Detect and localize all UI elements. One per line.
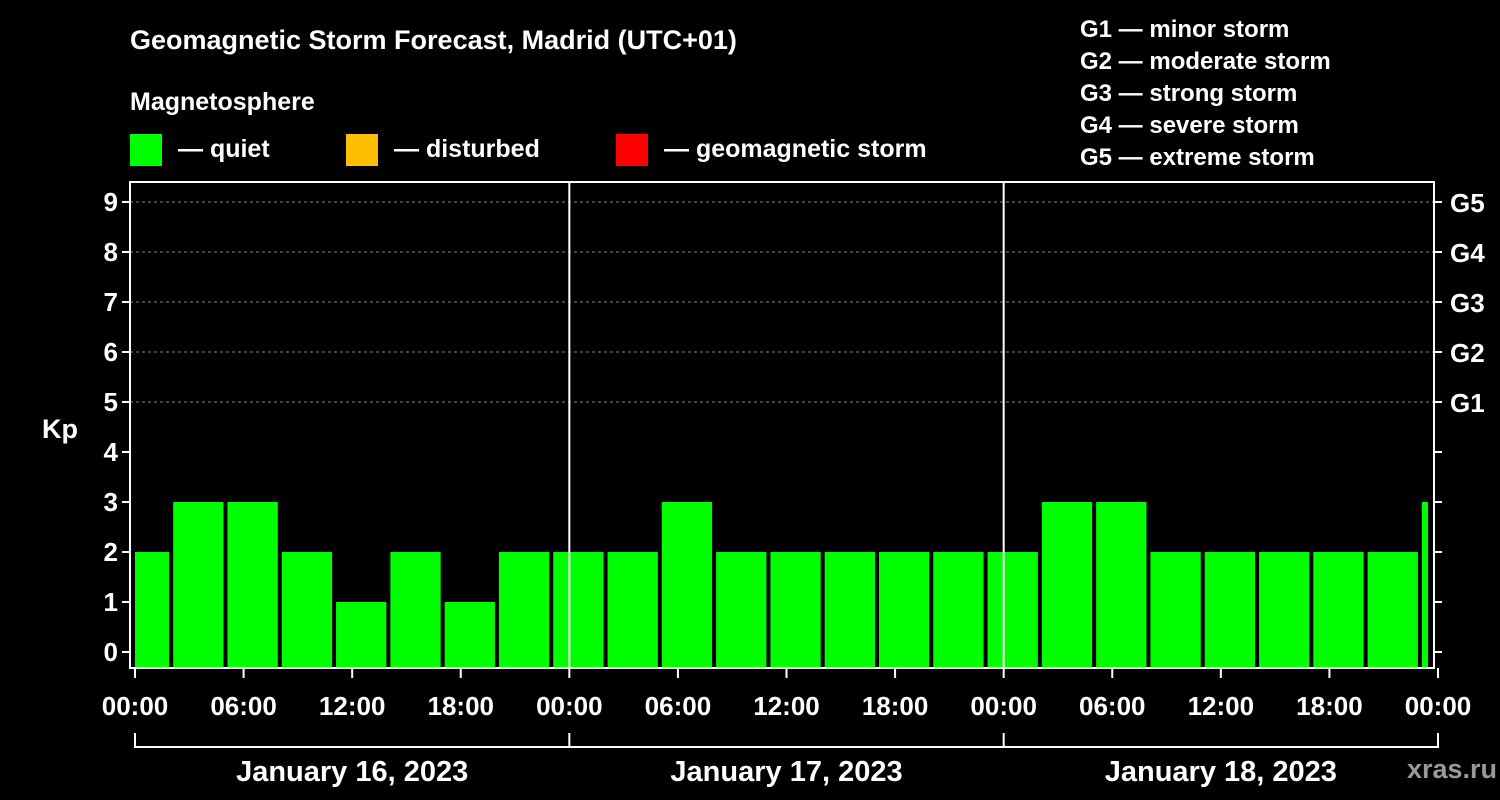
storm-scale-g5: G5 — extreme storm — [1080, 144, 1315, 171]
kp-bar — [716, 552, 767, 668]
x-tick-label: 12:00 — [753, 691, 820, 721]
y-tick-label: 1 — [104, 587, 118, 617]
kp-bar — [1421, 502, 1428, 668]
storm-scale-legend: G1 — minor storm G2 — moderate storm G3 … — [1080, 16, 1331, 171]
bars-layer — [135, 502, 1428, 668]
y-tick-label: 6 — [104, 337, 118, 367]
g-scale-label: G1 — [1450, 388, 1485, 418]
kp-bar — [336, 602, 387, 668]
storm-scale-g2: G2 — moderate storm — [1080, 48, 1331, 75]
legend-label-storm: — geomagnetic storm — [664, 135, 927, 163]
g-scale-label: G5 — [1450, 188, 1485, 218]
x-tick-label: 00:00 — [102, 691, 169, 721]
x-tick-label: 12:00 — [1188, 691, 1255, 721]
y-tick-label: 9 — [104, 187, 118, 217]
x-tick-label: 12:00 — [319, 691, 386, 721]
kp-bar — [444, 602, 495, 668]
g-scale-label: G3 — [1450, 288, 1485, 318]
kp-bar — [607, 552, 658, 668]
kp-bar — [878, 552, 930, 668]
g-scale-label: G2 — [1450, 338, 1485, 368]
legend-swatch-quiet — [130, 134, 162, 166]
watermark: xras.ru — [1407, 754, 1497, 784]
storm-scale-g3: G3 — strong storm — [1080, 80, 1297, 107]
g-scale-label: G4 — [1450, 238, 1485, 268]
kp-bar — [1367, 552, 1418, 668]
y-tick-label: 8 — [104, 237, 118, 267]
kp-bar — [1150, 552, 1201, 668]
day-label: January 16, 2023 — [236, 756, 468, 788]
kp-bar — [1041, 502, 1093, 668]
kp-bar — [933, 552, 984, 668]
x-tick-label: 06:00 — [645, 691, 712, 721]
kp-bar — [1259, 552, 1310, 668]
x-tick-label: 18:00 — [428, 691, 495, 721]
x-tick-label: 00:00 — [970, 691, 1037, 721]
kp-bar — [498, 552, 550, 668]
x-tick-label: 18:00 — [1296, 691, 1363, 721]
storm-scale-g1: G1 — minor storm — [1080, 16, 1289, 43]
y-tick-label: 2 — [104, 537, 118, 567]
day-label: January 18, 2023 — [1105, 756, 1337, 788]
legend-swatch-disturbed — [346, 134, 378, 166]
y-tick-label: 4 — [104, 437, 119, 467]
x-tick-label: 06:00 — [1079, 691, 1146, 721]
kp-bar — [770, 552, 821, 668]
kp-bar — [135, 552, 170, 668]
kp-bar — [553, 552, 604, 668]
kp-bar — [281, 552, 333, 668]
chart-title: Geomagnetic Storm Forecast, Madrid (UTC+… — [130, 25, 737, 55]
kp-bar — [1096, 502, 1147, 668]
legend-swatch-storm — [616, 134, 648, 166]
y-tick-label: 3 — [104, 487, 118, 517]
y-tick-label: 7 — [104, 287, 118, 317]
storm-scale-g4: G4 — severe storm — [1080, 112, 1299, 139]
kp-bar — [227, 502, 278, 668]
x-tick-label: 06:00 — [210, 691, 277, 721]
y-tick-label: 0 — [104, 637, 118, 667]
day-label: January 17, 2023 — [670, 756, 902, 788]
plot-frame — [129, 181, 1435, 669]
grid-layer — [130, 201, 1434, 403]
x-tick-label: 18:00 — [862, 691, 929, 721]
kp-bar — [987, 552, 1038, 668]
x-tick-label: 00:00 — [536, 691, 603, 721]
x-tick-label: 00:00 — [1405, 691, 1472, 721]
kp-bar — [1204, 552, 1256, 668]
kp-bar — [1313, 552, 1364, 668]
kp-bar — [824, 552, 875, 668]
legend-label-disturbed: — disturbed — [394, 135, 540, 163]
y-axis-label: Kp — [42, 414, 78, 444]
legend-section-title: Magnetosphere — [130, 88, 315, 116]
axes-layer: 0 1 2 3 4 5 6 7 8 9 G1 G2 G3 G4 G5 00:00 06:00 12:00 18:00… — [102, 181, 1485, 788]
kp-bar — [390, 552, 441, 668]
kp-bar — [173, 502, 224, 668]
kp-bar — [661, 502, 713, 668]
y-tick-label: 5 — [104, 387, 118, 417]
legend-label-quiet: — quiet — [178, 135, 270, 163]
